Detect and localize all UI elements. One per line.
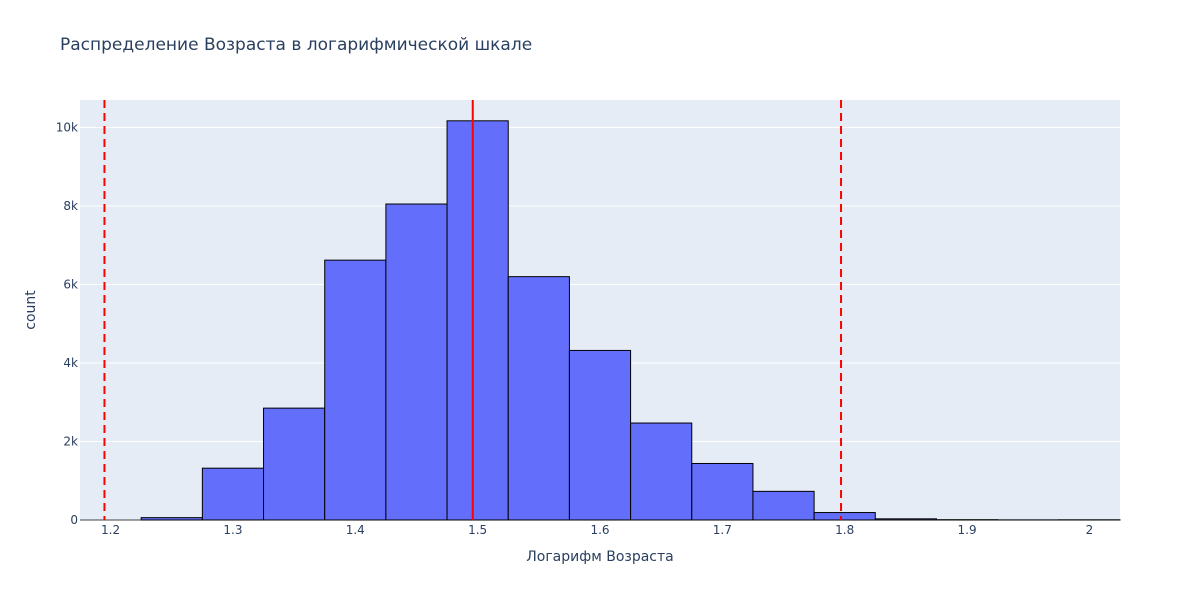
histogram-bar [752, 490, 815, 521]
y-axis-title: count [23, 290, 39, 330]
y-tick-label: 2k [63, 434, 78, 448]
x-tick-label: 1.3 [223, 523, 242, 537]
histogram-bar [568, 349, 632, 521]
histogram-bar [140, 517, 203, 521]
x-tick-label: 1.6 [590, 523, 609, 537]
x-axis-title: Логарифм Возраста [526, 549, 674, 565]
x-axis-ticks: 1.2 1.3 1.4 1.5 1.6 1.7 1.8 1.9 2 [101, 523, 1093, 537]
x-tick-label: 1.8 [835, 523, 854, 537]
histogram-bar [324, 259, 387, 521]
y-tick-label: 0 [70, 513, 78, 527]
y-axis-ticks: 0 2k 4k 6k 8k 10k [56, 120, 78, 527]
y-tick-label: 10k [56, 120, 78, 134]
chart-title: Распределение Возраста в логарифмической… [60, 35, 532, 55]
x-tick-label: 1.4 [346, 523, 365, 537]
y-tick-label: 6k [63, 277, 78, 291]
histogram-bar [263, 407, 326, 521]
y-tick-label: 8k [63, 199, 78, 213]
histogram-bar [874, 518, 937, 521]
x-tick-label: 1.5 [468, 523, 487, 537]
x-tick-label: 1.7 [713, 523, 732, 537]
y-tick-label: 4k [63, 356, 78, 370]
reference-lines [103, 100, 843, 520]
histogram-bars [140, 120, 1121, 521]
x-tick-label: 2 [1086, 523, 1094, 537]
histogram-bar [813, 512, 876, 521]
x-tick-label: 1.9 [958, 523, 977, 537]
histogram-bar [446, 120, 509, 521]
histogram-bar [385, 203, 448, 521]
histogram-bar [630, 422, 693, 521]
histogram-bar [507, 276, 570, 521]
histogram-bar [691, 462, 754, 521]
x-tick-label: 1.2 [101, 523, 120, 537]
histogram-bar [201, 467, 265, 521]
